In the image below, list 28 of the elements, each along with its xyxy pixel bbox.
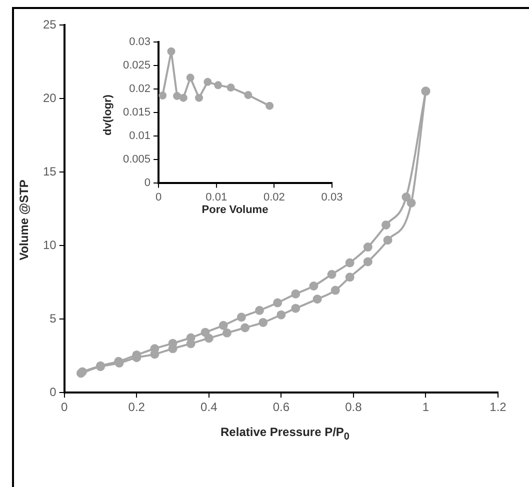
y-tick-label: 20: [42, 90, 57, 105]
x-tick-label: 0.4: [200, 400, 218, 414]
y-tick-label: 0.03: [129, 36, 151, 48]
y-tick-label: 10: [42, 238, 57, 252]
y-tick-label: 5: [50, 311, 57, 326]
x-tick-label: 0.01: [206, 191, 228, 204]
y-axis-title: Volume @STP: [17, 180, 31, 260]
y-tick-label: 0.01: [129, 130, 151, 142]
x-tick-label: 0.03: [321, 191, 343, 204]
y-tick-label: 15: [42, 164, 57, 178]
y-tick-label: 0.025: [122, 60, 151, 72]
y-tick-label: 0.015: [122, 106, 151, 118]
x-tick-label: 0.6: [272, 400, 290, 414]
y-tick-label: 0.005: [122, 153, 151, 166]
x-axis-title: Pore Volume: [202, 204, 268, 216]
y-tick-label: 0: [50, 384, 57, 399]
y-axis-title: dv(logr): [102, 94, 114, 136]
x-tick-label: 0.8: [345, 400, 362, 414]
y-tick-label: 0: [144, 176, 151, 189]
x-tick-label: 0.02: [263, 191, 285, 204]
x-axis-title: Relative Pressure P/P$_{0}$: [220, 425, 350, 442]
x-tick-label: 0: [61, 400, 68, 414]
x-tick-label: 1: [422, 400, 430, 414]
x-tick-label: 1.2: [490, 400, 507, 414]
x-tick-label: 0: [155, 191, 162, 204]
x-tick-label: 0.2: [128, 400, 146, 414]
y-tick-label: 25: [42, 17, 57, 32]
y-tick-label: 0.02: [129, 82, 151, 95]
